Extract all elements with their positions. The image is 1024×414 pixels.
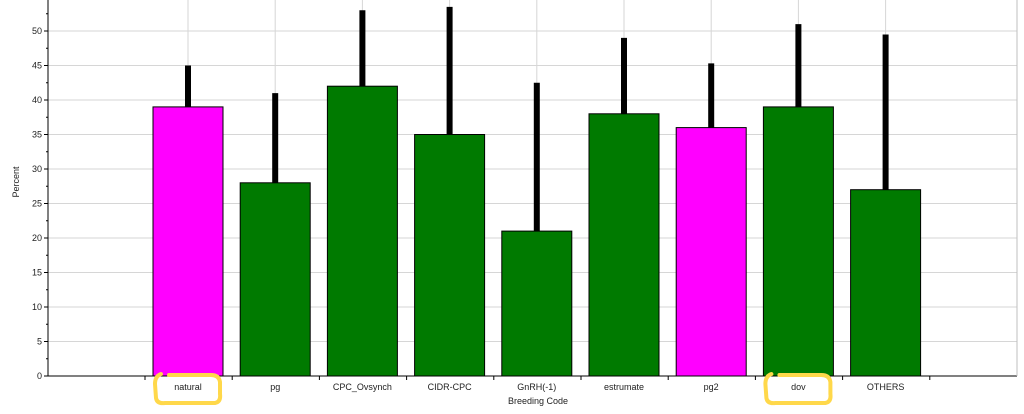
y-tick-label: 30 [32, 164, 42, 174]
bar-pg [239, 182, 311, 377]
y-tick-label: 5 [37, 337, 42, 347]
y-tick-label: 25 [32, 199, 42, 209]
bar-CPC_Ovsynch [326, 85, 398, 377]
y-tick-label: 40 [32, 95, 42, 105]
y-tick-label: 10 [32, 302, 42, 312]
highlight-circle-dov [763, 372, 833, 406]
x-tick-label-CPC_Ovsynch: CPC_Ovsynch [333, 382, 392, 392]
y-tick-label: 35 [32, 130, 42, 140]
bar-pg2 [675, 127, 747, 377]
x-tick-label-GnRH(-1): GnRH(-1) [517, 382, 556, 392]
x-tick-label-estrumate: estrumate [604, 382, 644, 392]
bar-dov [762, 106, 834, 377]
bar-CIDR-CPC [414, 134, 486, 377]
x-tick-label-pg: pg [270, 382, 280, 392]
y-tick-label: 0 [37, 371, 42, 381]
tick-labels: 0 5 10 15 20 25 30 35 40 45 50 natural pg CPC_Ovsynch… [32, 26, 904, 392]
x-tick-label-CIDR-CPC: CIDR-CPC [428, 382, 472, 392]
y-tick-label: 20 [32, 233, 42, 243]
x-axis-title: Breeding Code [508, 396, 568, 406]
x-tick-label-pg2: pg2 [704, 382, 719, 392]
x-tick-label-natural: natural [174, 382, 202, 392]
bar-estrumate [588, 113, 660, 377]
highlight-circle-natural [153, 372, 223, 406]
bar-GnRH(-1) [501, 230, 573, 377]
y-tick-label: 50 [32, 26, 42, 36]
bar-natural [152, 106, 224, 377]
y-tick-label: 45 [32, 61, 42, 71]
y-tick-label: 15 [32, 268, 42, 278]
bar-OTHERS [850, 189, 922, 377]
y-axis-title: Percent [11, 166, 21, 198]
error-bars [185, 6, 889, 232]
x-tick-label-OTHERS: OTHERS [867, 382, 905, 392]
x-tick-label-dov: dov [791, 382, 806, 392]
highlight-marks [153, 372, 833, 406]
